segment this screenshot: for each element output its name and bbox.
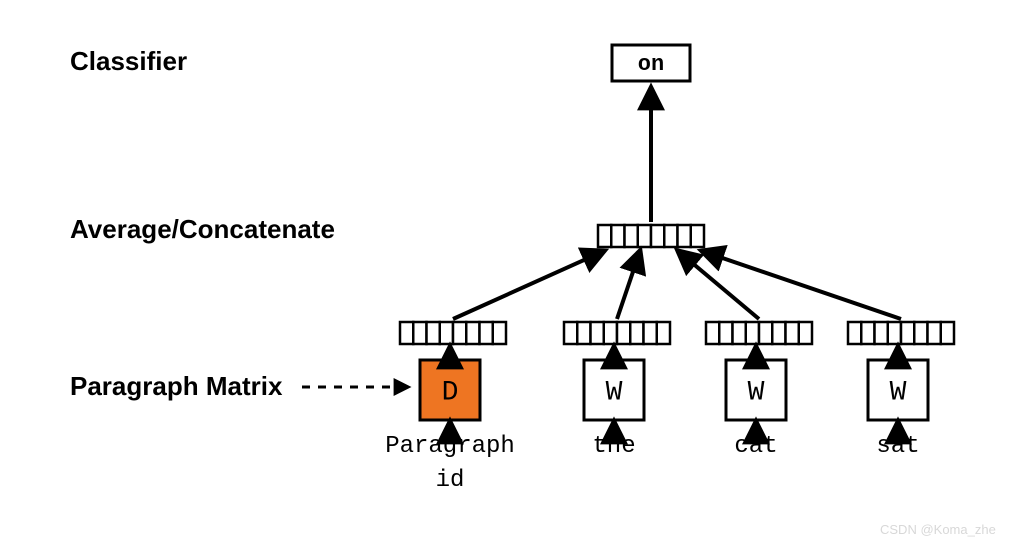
avg-label: Average/Concatenate [70, 214, 335, 244]
input-label-w1: the [592, 433, 635, 460]
arrow-vec-to-agg-w1 [617, 251, 640, 319]
matrix-box-text-w3: W [890, 377, 907, 408]
input-label-d: Paragraph [385, 433, 515, 460]
matrix-box-text-w2: W [748, 377, 765, 408]
output-text: on [638, 52, 664, 77]
aggregate-vector [598, 225, 704, 247]
embedding-vector-w1 [564, 322, 670, 344]
matrix-box-text-d: D [442, 377, 459, 408]
arrow-vec-to-agg-w3 [702, 251, 901, 319]
pmatrix-label: Paragraph Matrix [70, 371, 283, 401]
matrix-box-text-w1: W [606, 377, 623, 408]
diagram-canvas: Classifier Average/Concatenate Paragraph M… [0, 0, 1018, 544]
input-label2-d: id [436, 467, 465, 494]
embedding-vector-d [400, 322, 506, 344]
embedding-vector-w2 [706, 322, 812, 344]
classifier-label: Classifier [70, 46, 187, 76]
arrow-vec-to-agg-d [453, 251, 604, 319]
arrow-vec-to-agg-w2 [678, 251, 759, 319]
input-label-w3: sat [876, 433, 919, 460]
embedding-vector-w3 [848, 322, 954, 344]
watermark: CSDN @Koma_zhe [880, 522, 996, 537]
input-label-w2: cat [734, 433, 777, 460]
